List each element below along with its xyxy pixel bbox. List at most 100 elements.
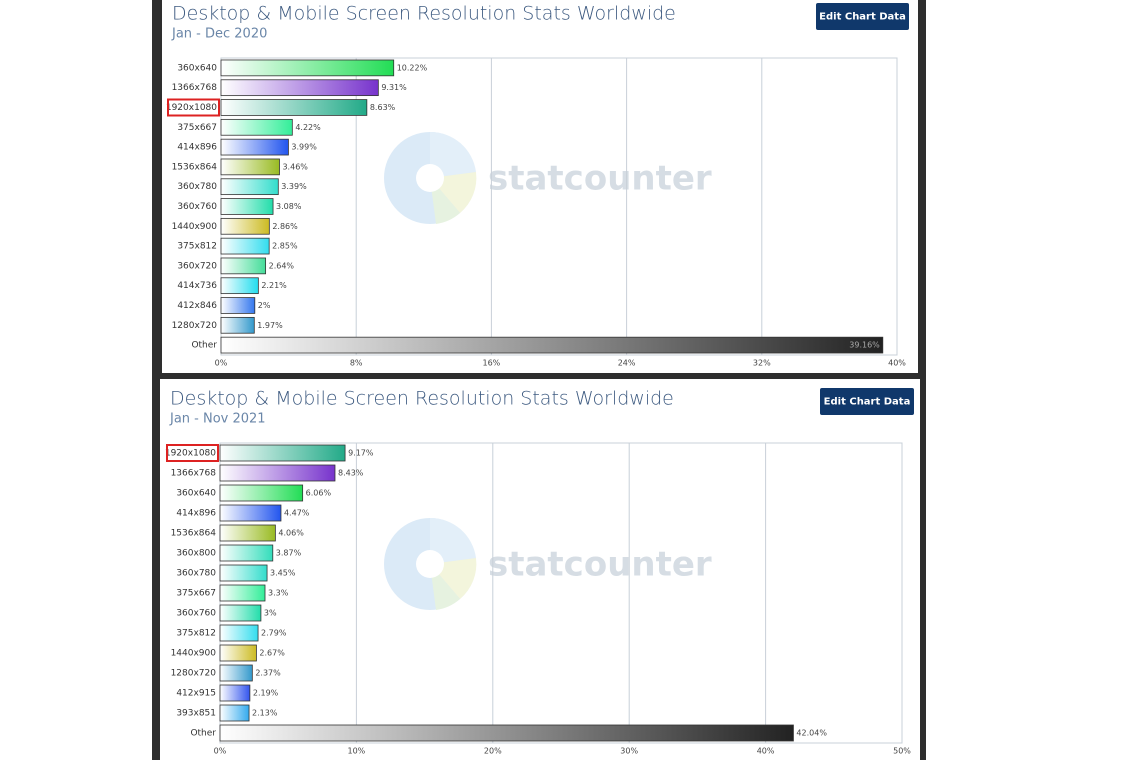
y-tick-label: 360x640: [176, 489, 216, 499]
chart-title: Desktop & Mobile Screen Resolution Stats…: [170, 388, 674, 410]
value-label: 4.22%: [295, 123, 321, 132]
y-tick-label: 412x915: [176, 689, 216, 699]
bar: [219, 684, 251, 702]
bar: [219, 584, 266, 602]
bar: [220, 237, 270, 255]
value-label: 2.86%: [272, 222, 298, 231]
x-tick-label: 0%: [214, 747, 227, 756]
watermark-hole: [416, 550, 444, 578]
bar: [220, 217, 270, 235]
bar: [220, 118, 293, 136]
y-tick-label: 1920x1080: [166, 103, 217, 113]
value-label: 9.17%: [348, 449, 374, 458]
bar: [220, 99, 368, 116]
edit-chart-data-label[interactable]: Edit Chart Data: [824, 397, 911, 408]
value-label: 2.13%: [252, 709, 278, 718]
y-tick-label: 375x812: [176, 629, 216, 639]
value-label: 6.06%: [306, 489, 332, 498]
watermark-logo: [430, 131, 476, 178]
value-label: 3.87%: [276, 549, 302, 558]
chart-subtitle: Jan - Dec 2020: [171, 27, 267, 42]
y-tick-label: 1280x720: [171, 669, 217, 679]
bar: [219, 664, 253, 682]
y-tick-label: 1440x900: [172, 222, 218, 232]
watermark: statcounter: [488, 545, 712, 585]
bar: [219, 624, 259, 642]
value-label: 3.39%: [281, 182, 307, 191]
y-tick-label: 360x760: [177, 202, 217, 212]
bar: [220, 178, 279, 196]
bar: [220, 277, 259, 295]
y-tick-label: 414x896: [177, 143, 217, 153]
x-tick-label: 40%: [757, 747, 775, 756]
value-label: 2.21%: [261, 281, 287, 290]
value-label: 2.19%: [253, 689, 279, 698]
y-tick-label: 1536x864: [172, 162, 218, 172]
bar: [219, 724, 794, 742]
highlight-box: [166, 444, 219, 462]
y-tick-label: 360x720: [177, 261, 217, 271]
y-tick-label: 360x640: [177, 63, 217, 73]
watermark-logo: [430, 517, 476, 564]
highlight-box: [167, 98, 220, 117]
value-label: 9.31%: [381, 83, 407, 92]
value-label: 3.08%: [276, 202, 302, 211]
watermark: statcounter: [488, 159, 712, 199]
value-label: 1.97%: [257, 321, 283, 330]
y-tick-label: 360x800: [176, 549, 216, 559]
edit-chart-data-button[interactable]: [820, 388, 914, 415]
value-label: 2.64%: [269, 261, 295, 270]
value-label: 2.85%: [272, 242, 298, 251]
y-tick-label: 375x812: [177, 242, 217, 252]
bar: [220, 79, 379, 97]
y-tick-label: Other: [190, 729, 216, 739]
y-tick-label: 360x780: [176, 569, 216, 579]
x-tick-label: 30%: [620, 747, 638, 756]
bar: [220, 336, 884, 354]
bar: [219, 704, 250, 722]
value-label: 2.67%: [259, 649, 285, 658]
y-tick-label: 412x846: [177, 301, 217, 311]
x-tick-label: 32%: [753, 359, 771, 368]
x-tick-label: 24%: [618, 359, 636, 368]
bar: [220, 297, 256, 314]
y-tick-label: 360x780: [177, 182, 217, 192]
bar: [220, 316, 255, 334]
x-tick-label: 8%: [350, 359, 363, 368]
value-label: 3.3%: [268, 589, 289, 598]
value-label: 10.22%: [397, 63, 428, 72]
value-label: 3.46%: [282, 162, 308, 171]
bar: [220, 59, 395, 77]
chart-subtitle: Jan - Nov 2021: [169, 412, 266, 427]
bar: [219, 464, 336, 482]
x-tick-label: 16%: [483, 359, 501, 368]
edit-chart-data-label[interactable]: Edit Chart Data: [819, 12, 906, 23]
bar: [220, 257, 267, 275]
value-label: 39.16%: [849, 341, 880, 350]
bar: [220, 138, 289, 156]
bar: [219, 484, 304, 502]
y-tick-label: 393x851: [176, 709, 216, 719]
x-tick-label: 50%: [893, 747, 911, 756]
plot-area: [219, 442, 903, 744]
x-tick-label: 10%: [348, 747, 366, 756]
x-tick-label: 20%: [484, 747, 502, 756]
y-tick-label: 414x896: [176, 509, 216, 519]
bar: [220, 198, 274, 215]
watermark-hole: [416, 164, 444, 192]
edit-chart-data-button[interactable]: [816, 3, 909, 30]
bar: [219, 604, 262, 622]
value-label: 8.63%: [370, 103, 396, 112]
value-label: 2%: [258, 301, 271, 310]
y-tick-label: Other: [191, 341, 217, 351]
bar: [219, 444, 346, 462]
y-tick-label: 414x736: [177, 281, 217, 291]
x-tick-label: 0%: [215, 359, 228, 368]
bar: [219, 544, 274, 562]
y-tick-label: 360x760: [176, 609, 216, 619]
bar: [219, 564, 268, 582]
value-label: 2.79%: [261, 629, 287, 638]
value-label: 8.43%: [338, 469, 364, 478]
value-label: 42.04%: [796, 729, 827, 738]
